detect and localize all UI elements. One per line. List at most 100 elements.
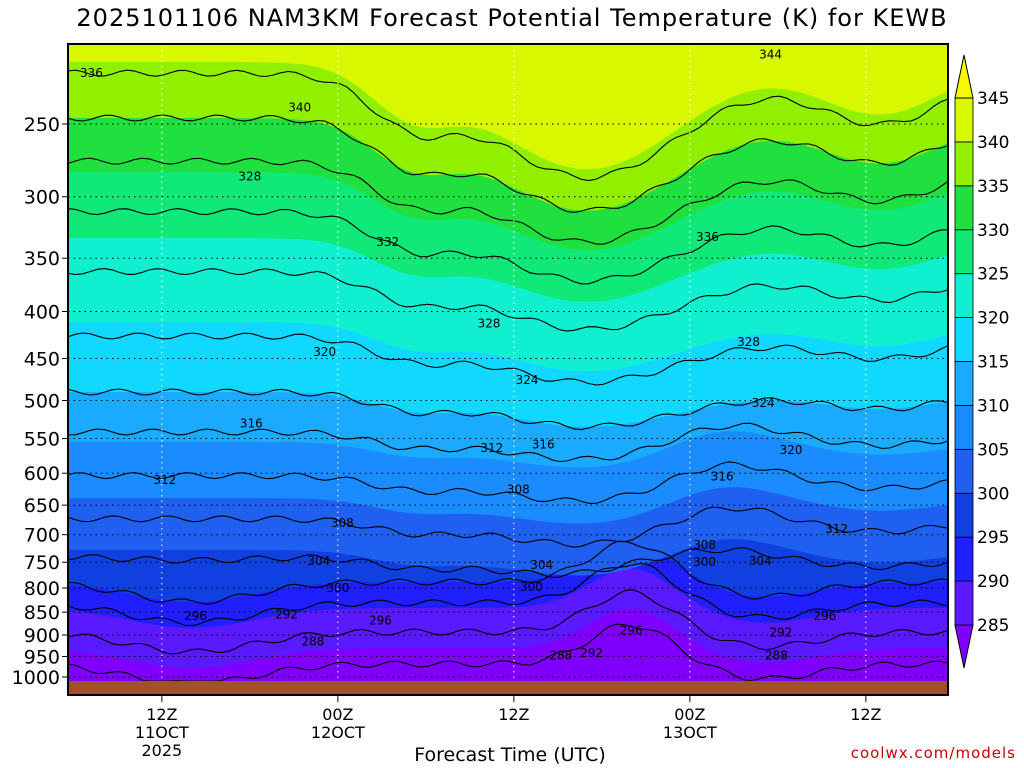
x-tick-label: 12Z <box>498 705 529 724</box>
colorbar-swatch <box>954 97 974 143</box>
contour-label: 320 <box>313 345 336 359</box>
y-tick-label: 700 <box>24 525 60 547</box>
contour-312 <box>67 461 949 504</box>
x-tick-label: 11OCT <box>135 723 189 742</box>
contour-label: 288 <box>549 649 572 663</box>
chart-title: 2025101106 NAM3KM Forecast Potential Tem… <box>76 4 948 32</box>
contour-340 <box>67 114 949 213</box>
x-tick-label: 00Z <box>674 705 705 724</box>
contour-300 <box>67 540 949 605</box>
plot-frame <box>67 43 949 696</box>
contour-label: 332 <box>376 235 399 249</box>
contour-label: 308 <box>693 538 716 552</box>
contour-label: 340 <box>288 101 311 115</box>
colorbar-swatch <box>954 229 974 275</box>
colorbar-swatch <box>954 361 974 406</box>
colorbar-swatch <box>954 405 974 450</box>
site-credit[interactable]: coolwx.com/models <box>850 744 1016 762</box>
contour-336 <box>67 157 949 245</box>
y-tick-label: 500 <box>24 391 60 413</box>
contour-label: 308 <box>507 483 530 497</box>
colorbar-label: 335 <box>977 177 1009 197</box>
y-tick-label: 1000 <box>12 667 60 689</box>
x-tick-label: 12Z <box>146 705 177 724</box>
contour-304 <box>67 547 949 578</box>
colorbar-label: 285 <box>977 616 1009 636</box>
x-tick-label: 12OCT <box>311 723 365 742</box>
contour-292 <box>67 589 949 655</box>
contour-label: 304 <box>307 554 330 568</box>
contour-label: 316 <box>240 417 263 431</box>
contour-328 <box>67 268 949 332</box>
colorbar-label: 320 <box>977 309 1009 329</box>
y-axis: 2503003504004505005506006507007508008509… <box>12 114 68 689</box>
contour-label: 296 <box>369 614 392 628</box>
contour-label: 300 <box>693 555 716 569</box>
colorbar-swatch <box>954 536 974 582</box>
contour-label: 292 <box>580 646 603 660</box>
colorbar-label: 345 <box>977 89 1009 109</box>
y-tick-label: 300 <box>24 187 60 209</box>
contour-label: 304 <box>530 558 553 572</box>
y-tick-label: 550 <box>24 429 60 451</box>
contour-label: 316 <box>532 437 555 451</box>
contour-label: 328 <box>737 335 760 349</box>
plot-fill <box>68 44 948 695</box>
contour-label: 312 <box>153 473 176 487</box>
contour-label: 308 <box>331 516 354 530</box>
colorbar-swatch <box>954 492 974 538</box>
contour-label: 296 <box>184 609 207 623</box>
colorbar-swatch <box>954 448 974 494</box>
contour-label: 288 <box>765 649 788 663</box>
colorbar-swatch <box>954 317 974 362</box>
y-tick-label: 800 <box>24 578 60 600</box>
contour-label: 324 <box>752 396 775 410</box>
contour-label: 304 <box>749 554 772 568</box>
x-tick-label: 00Z <box>322 705 353 724</box>
colorbar-arrow-high <box>954 54 974 99</box>
contour-label: 344 <box>759 47 782 61</box>
y-tick-label: 950 <box>24 647 60 669</box>
colorbar-label: 315 <box>977 353 1009 373</box>
contour-label: 320 <box>780 443 803 457</box>
contour-label: 328 <box>477 316 500 330</box>
contour-308 <box>67 506 949 548</box>
contour-296 <box>67 563 949 627</box>
colorbar-label: 305 <box>977 440 1009 460</box>
contour-320 <box>67 388 949 431</box>
contour-324 <box>67 332 949 386</box>
contour-label: 296 <box>813 609 836 623</box>
contour-label: 336 <box>696 230 719 244</box>
colorbar-swatch <box>954 141 974 187</box>
colorbar-label: 295 <box>977 528 1009 548</box>
contour-label: 324 <box>516 373 539 387</box>
contour-label: 336 <box>80 66 103 80</box>
ground-strip <box>68 681 948 695</box>
colorbar-arrow-low <box>954 624 974 669</box>
y-tick-label: 750 <box>24 552 60 574</box>
colorbar: 285 290 295 300 305 310 315 320 325 330 335 340 345 <box>954 54 1009 669</box>
x-tick-label: 2025 <box>142 741 183 760</box>
contour-labels: 336 340 344 328 332 336 328 328 320 324 324 316 312 3… <box>80 47 848 662</box>
x-tick-label: 12Z <box>850 705 881 724</box>
colorbar-label: 325 <box>977 265 1009 285</box>
y-tick-label: 250 <box>24 114 60 136</box>
contour-label: 300 <box>326 581 349 595</box>
x-axis-label: Forecast Time (UTC) <box>414 744 606 766</box>
y-tick-label: 350 <box>24 248 60 270</box>
contour-label: 312 <box>480 441 503 455</box>
y-tick-label: 650 <box>24 495 60 517</box>
contour-label: 292 <box>769 626 792 640</box>
contour-label: 288 <box>301 635 324 649</box>
colorbar-label: 310 <box>977 396 1009 416</box>
contour-label: 300 <box>520 580 543 594</box>
x-tick-label: 13OCT <box>663 723 717 742</box>
colorbar-swatch <box>954 185 974 231</box>
contour-316 <box>67 422 949 463</box>
contour-label: 316 <box>711 470 734 484</box>
y-tick-label: 400 <box>24 301 60 323</box>
contour-label: 328 <box>238 169 261 183</box>
contour-label: 312 <box>825 522 848 536</box>
